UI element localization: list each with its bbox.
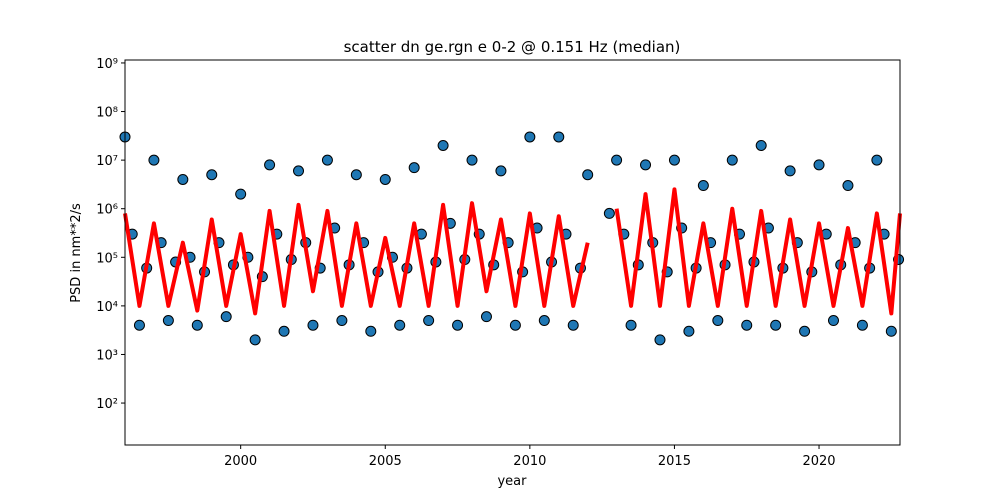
point	[697, 180, 709, 192]
point	[813, 159, 825, 171]
point	[408, 162, 420, 174]
point	[640, 159, 652, 171]
point	[509, 319, 521, 331]
chart-title: scatter dn ge.rgn e 0-2 @ 0.151 Hz (medi…	[344, 38, 681, 56]
y-tick-label: 10⁷	[96, 154, 118, 169]
point	[480, 311, 492, 323]
y-tick-label: 10³	[96, 348, 118, 363]
point	[712, 315, 724, 327]
point	[654, 334, 666, 346]
point	[466, 154, 478, 166]
point	[770, 319, 782, 331]
plot-frame	[124, 59, 901, 446]
y-tick-label: 10²	[96, 397, 118, 412]
point	[423, 315, 435, 327]
point	[741, 319, 753, 331]
point	[538, 315, 550, 327]
point	[871, 154, 883, 166]
point	[553, 131, 565, 143]
point	[162, 315, 174, 327]
point	[784, 165, 796, 177]
point	[177, 173, 189, 185]
point	[856, 319, 868, 331]
point	[437, 139, 449, 151]
point	[278, 325, 290, 337]
point	[264, 159, 276, 171]
point	[668, 154, 680, 166]
point	[220, 311, 232, 323]
point	[336, 315, 348, 327]
point	[683, 325, 695, 337]
y-tick-label: 10⁵	[96, 251, 118, 266]
point	[524, 131, 536, 143]
median-line	[614, 187, 902, 316]
point	[799, 325, 811, 337]
point	[394, 319, 406, 331]
point	[603, 207, 615, 219]
point	[842, 180, 854, 192]
point	[191, 319, 203, 331]
point	[495, 165, 507, 177]
x-tick-label: 2015	[658, 454, 691, 469]
point	[148, 154, 160, 166]
y-tick-label: 10⁸	[96, 106, 118, 121]
point	[206, 169, 218, 181]
point	[582, 169, 594, 181]
x-tick-label: 2020	[802, 454, 835, 469]
point	[249, 334, 261, 346]
point	[379, 173, 391, 185]
x-tick-label: 2005	[369, 454, 402, 469]
y-axis-label: PSD in nm**2/s	[69, 203, 84, 303]
median-line	[123, 201, 590, 316]
point	[755, 139, 767, 151]
point	[827, 315, 839, 327]
point	[726, 154, 738, 166]
point	[321, 154, 333, 166]
point	[293, 165, 305, 177]
point	[133, 319, 145, 331]
x-axis-label: year	[497, 474, 527, 489]
point	[885, 325, 897, 337]
x-tick-label: 2010	[513, 454, 546, 469]
y-tick-label: 10⁹	[96, 57, 118, 72]
point	[567, 319, 579, 331]
y-tick-label: 10⁴	[96, 300, 118, 315]
y-tick-label: 10⁶	[96, 203, 118, 218]
point	[235, 188, 247, 200]
point	[611, 154, 623, 166]
point	[625, 319, 637, 331]
x-tick-label: 2000	[224, 454, 257, 469]
point	[307, 319, 319, 331]
point	[452, 319, 464, 331]
point	[350, 169, 362, 181]
point	[365, 325, 377, 337]
